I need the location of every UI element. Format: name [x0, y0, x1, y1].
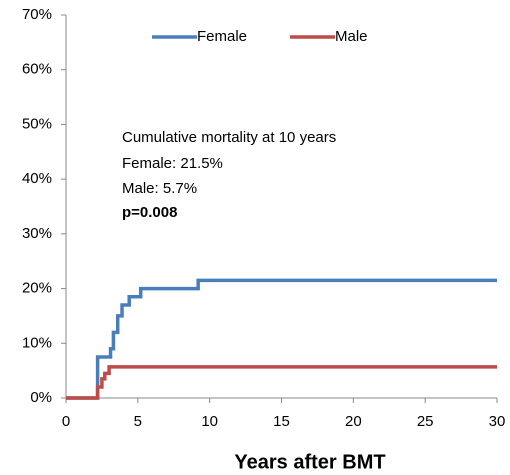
x-tick-label: 20 — [345, 413, 362, 430]
legend-label: Female — [197, 28, 247, 45]
annotation: Male: 5.7% — [122, 180, 197, 197]
x-tick-label: 10 — [201, 413, 218, 430]
annotation: p=0.008 — [122, 204, 177, 221]
x-tick-label: 5 — [134, 413, 142, 430]
annotation: Cumulative mortality at 10 years — [122, 129, 336, 146]
legend-label: Male — [335, 28, 368, 45]
x-tick-label: 30 — [489, 413, 506, 430]
line-series — [66, 365, 497, 400]
y-tick-label: 40% — [22, 170, 52, 187]
y-tick-label: 0% — [30, 389, 52, 406]
y-tick-label: 50% — [22, 115, 52, 132]
y-tick-label: 30% — [22, 225, 52, 242]
y-tick-label: 20% — [22, 280, 52, 297]
annotation: Female: 21.5% — [122, 155, 223, 172]
x-tick-label: 15 — [273, 413, 290, 430]
y-tick-label: 60% — [22, 61, 52, 78]
line-series — [66, 278, 497, 400]
y-tick-label: 10% — [22, 334, 52, 351]
x-axis-label: Years after BMT — [234, 451, 385, 473]
x-tick-label: 25 — [417, 413, 434, 430]
y-tick-label: 70% — [22, 6, 52, 23]
x-tick-label: 0 — [62, 413, 70, 430]
